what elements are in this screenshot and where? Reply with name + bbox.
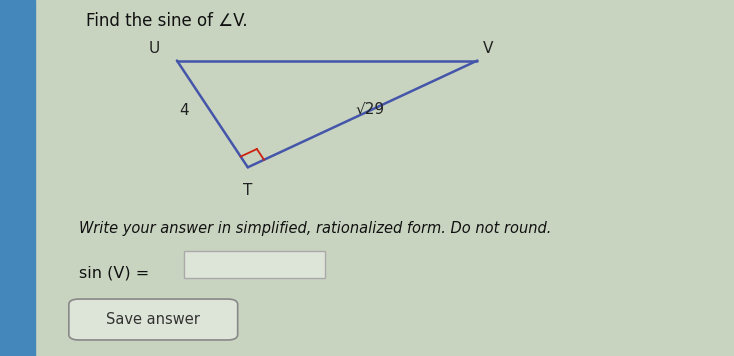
FancyBboxPatch shape: [69, 299, 238, 340]
FancyBboxPatch shape: [184, 251, 325, 278]
Text: Write your answer in simplified, rationalized form. Do not round.: Write your answer in simplified, rationa…: [79, 221, 551, 236]
Text: Save answer: Save answer: [106, 312, 200, 327]
Text: sin (V) =: sin (V) =: [79, 265, 149, 280]
Text: Find the sine of ∠V.: Find the sine of ∠V.: [86, 12, 247, 31]
Text: V: V: [483, 41, 493, 56]
Text: √29: √29: [356, 101, 385, 116]
Text: 4: 4: [179, 103, 189, 118]
Text: T: T: [243, 183, 252, 198]
Text: U: U: [149, 41, 160, 56]
